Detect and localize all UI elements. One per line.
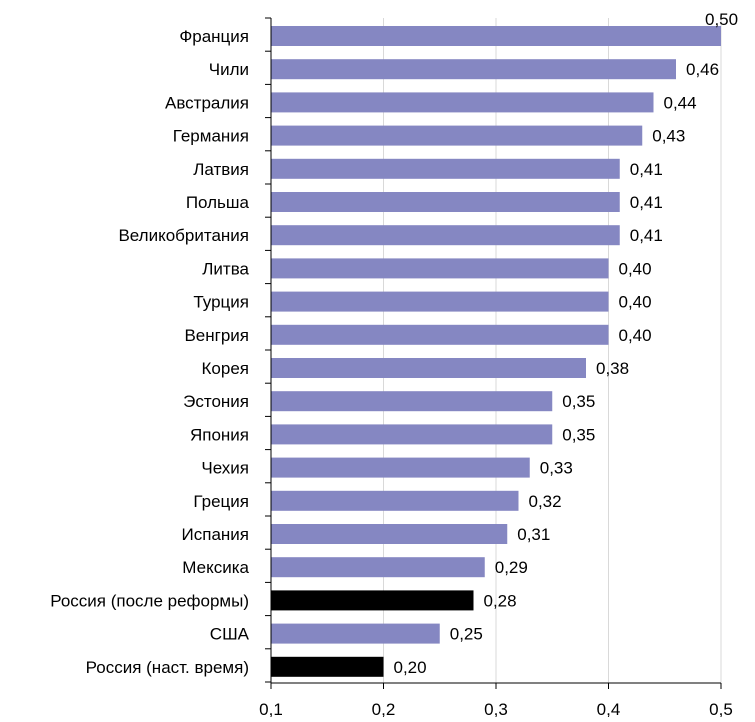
- x-tick-label: 0,2: [372, 700, 396, 717]
- bar: [271, 125, 643, 146]
- value-label: 0,35: [562, 392, 595, 411]
- value-label: 0,41: [630, 193, 663, 212]
- category-label: Литва: [202, 259, 249, 278]
- value-label: 0,35: [562, 425, 595, 444]
- value-label: 0,32: [529, 492, 562, 511]
- bar: [271, 59, 676, 80]
- value-label: 0,31: [517, 525, 550, 544]
- x-tick-label: 0,3: [484, 700, 508, 717]
- category-label: Чехия: [201, 459, 249, 478]
- bar: [271, 192, 620, 212]
- bars: [271, 26, 721, 677]
- category-label: Япония: [190, 425, 249, 444]
- grid-lines: [383, 18, 722, 683]
- category-label: Латвия: [193, 160, 249, 179]
- category-label: Мексика: [182, 558, 249, 577]
- value-label: 0,28: [484, 591, 517, 610]
- bar: [271, 26, 721, 46]
- value-label: 0,41: [630, 226, 663, 245]
- category-label: Корея: [202, 359, 249, 378]
- bar: [271, 391, 553, 412]
- bar: [271, 424, 553, 445]
- category-label: Турция: [193, 293, 249, 312]
- value-label: 0,33: [540, 459, 573, 478]
- category-label: Россия (наст. время): [86, 658, 249, 677]
- category-label: Франция: [179, 27, 249, 46]
- bar: [271, 158, 620, 179]
- bar: [271, 557, 485, 578]
- category-label: Польша: [186, 193, 250, 212]
- axes: [265, 17, 722, 689]
- bar: [271, 656, 384, 677]
- category-label: Германия: [173, 127, 249, 146]
- value-label: 0,50: [705, 10, 738, 29]
- category-label: США: [210, 625, 250, 644]
- value-label: 0,40: [619, 293, 652, 312]
- value-label: 0,44: [664, 93, 697, 112]
- category-label: Австралия: [165, 93, 249, 112]
- category-label: Эстония: [183, 392, 249, 411]
- category-label: Чили: [209, 60, 249, 79]
- value-label: 0,43: [652, 127, 685, 146]
- bar: [271, 225, 620, 246]
- value-label: 0,46: [686, 60, 719, 79]
- x-tick-label: 0,5: [709, 700, 733, 717]
- bar: [271, 92, 654, 113]
- category-label: Греция: [193, 492, 249, 511]
- bar: [271, 490, 519, 511]
- x-tick-label: 0,1: [259, 700, 283, 717]
- category-label: Венгрия: [184, 326, 249, 345]
- category-label: Россия (после реформы): [50, 591, 249, 610]
- value-label: 0,40: [619, 326, 652, 345]
- bar: [271, 524, 508, 544]
- value-label: 0,40: [619, 259, 652, 278]
- category-label: Испания: [182, 525, 249, 544]
- value-label: 0,20: [394, 658, 427, 677]
- bar: [271, 291, 609, 312]
- value-label: 0,41: [630, 160, 663, 179]
- category-label: Великобритания: [118, 226, 249, 245]
- x-tick-label: 0,4: [597, 700, 621, 717]
- value-label: 0,38: [596, 359, 629, 378]
- value-label: 0,25: [450, 625, 483, 644]
- bar: [271, 258, 609, 279]
- bar: [271, 457, 530, 478]
- bar: [271, 358, 586, 378]
- bar: [271, 623, 440, 644]
- bar: [271, 590, 474, 611]
- labels: Франция 0,50 Чили 0,46 Австралия 0,44 Германия…: [50, 10, 738, 719]
- bar: [271, 324, 609, 345]
- value-label: 0,29: [495, 558, 528, 577]
